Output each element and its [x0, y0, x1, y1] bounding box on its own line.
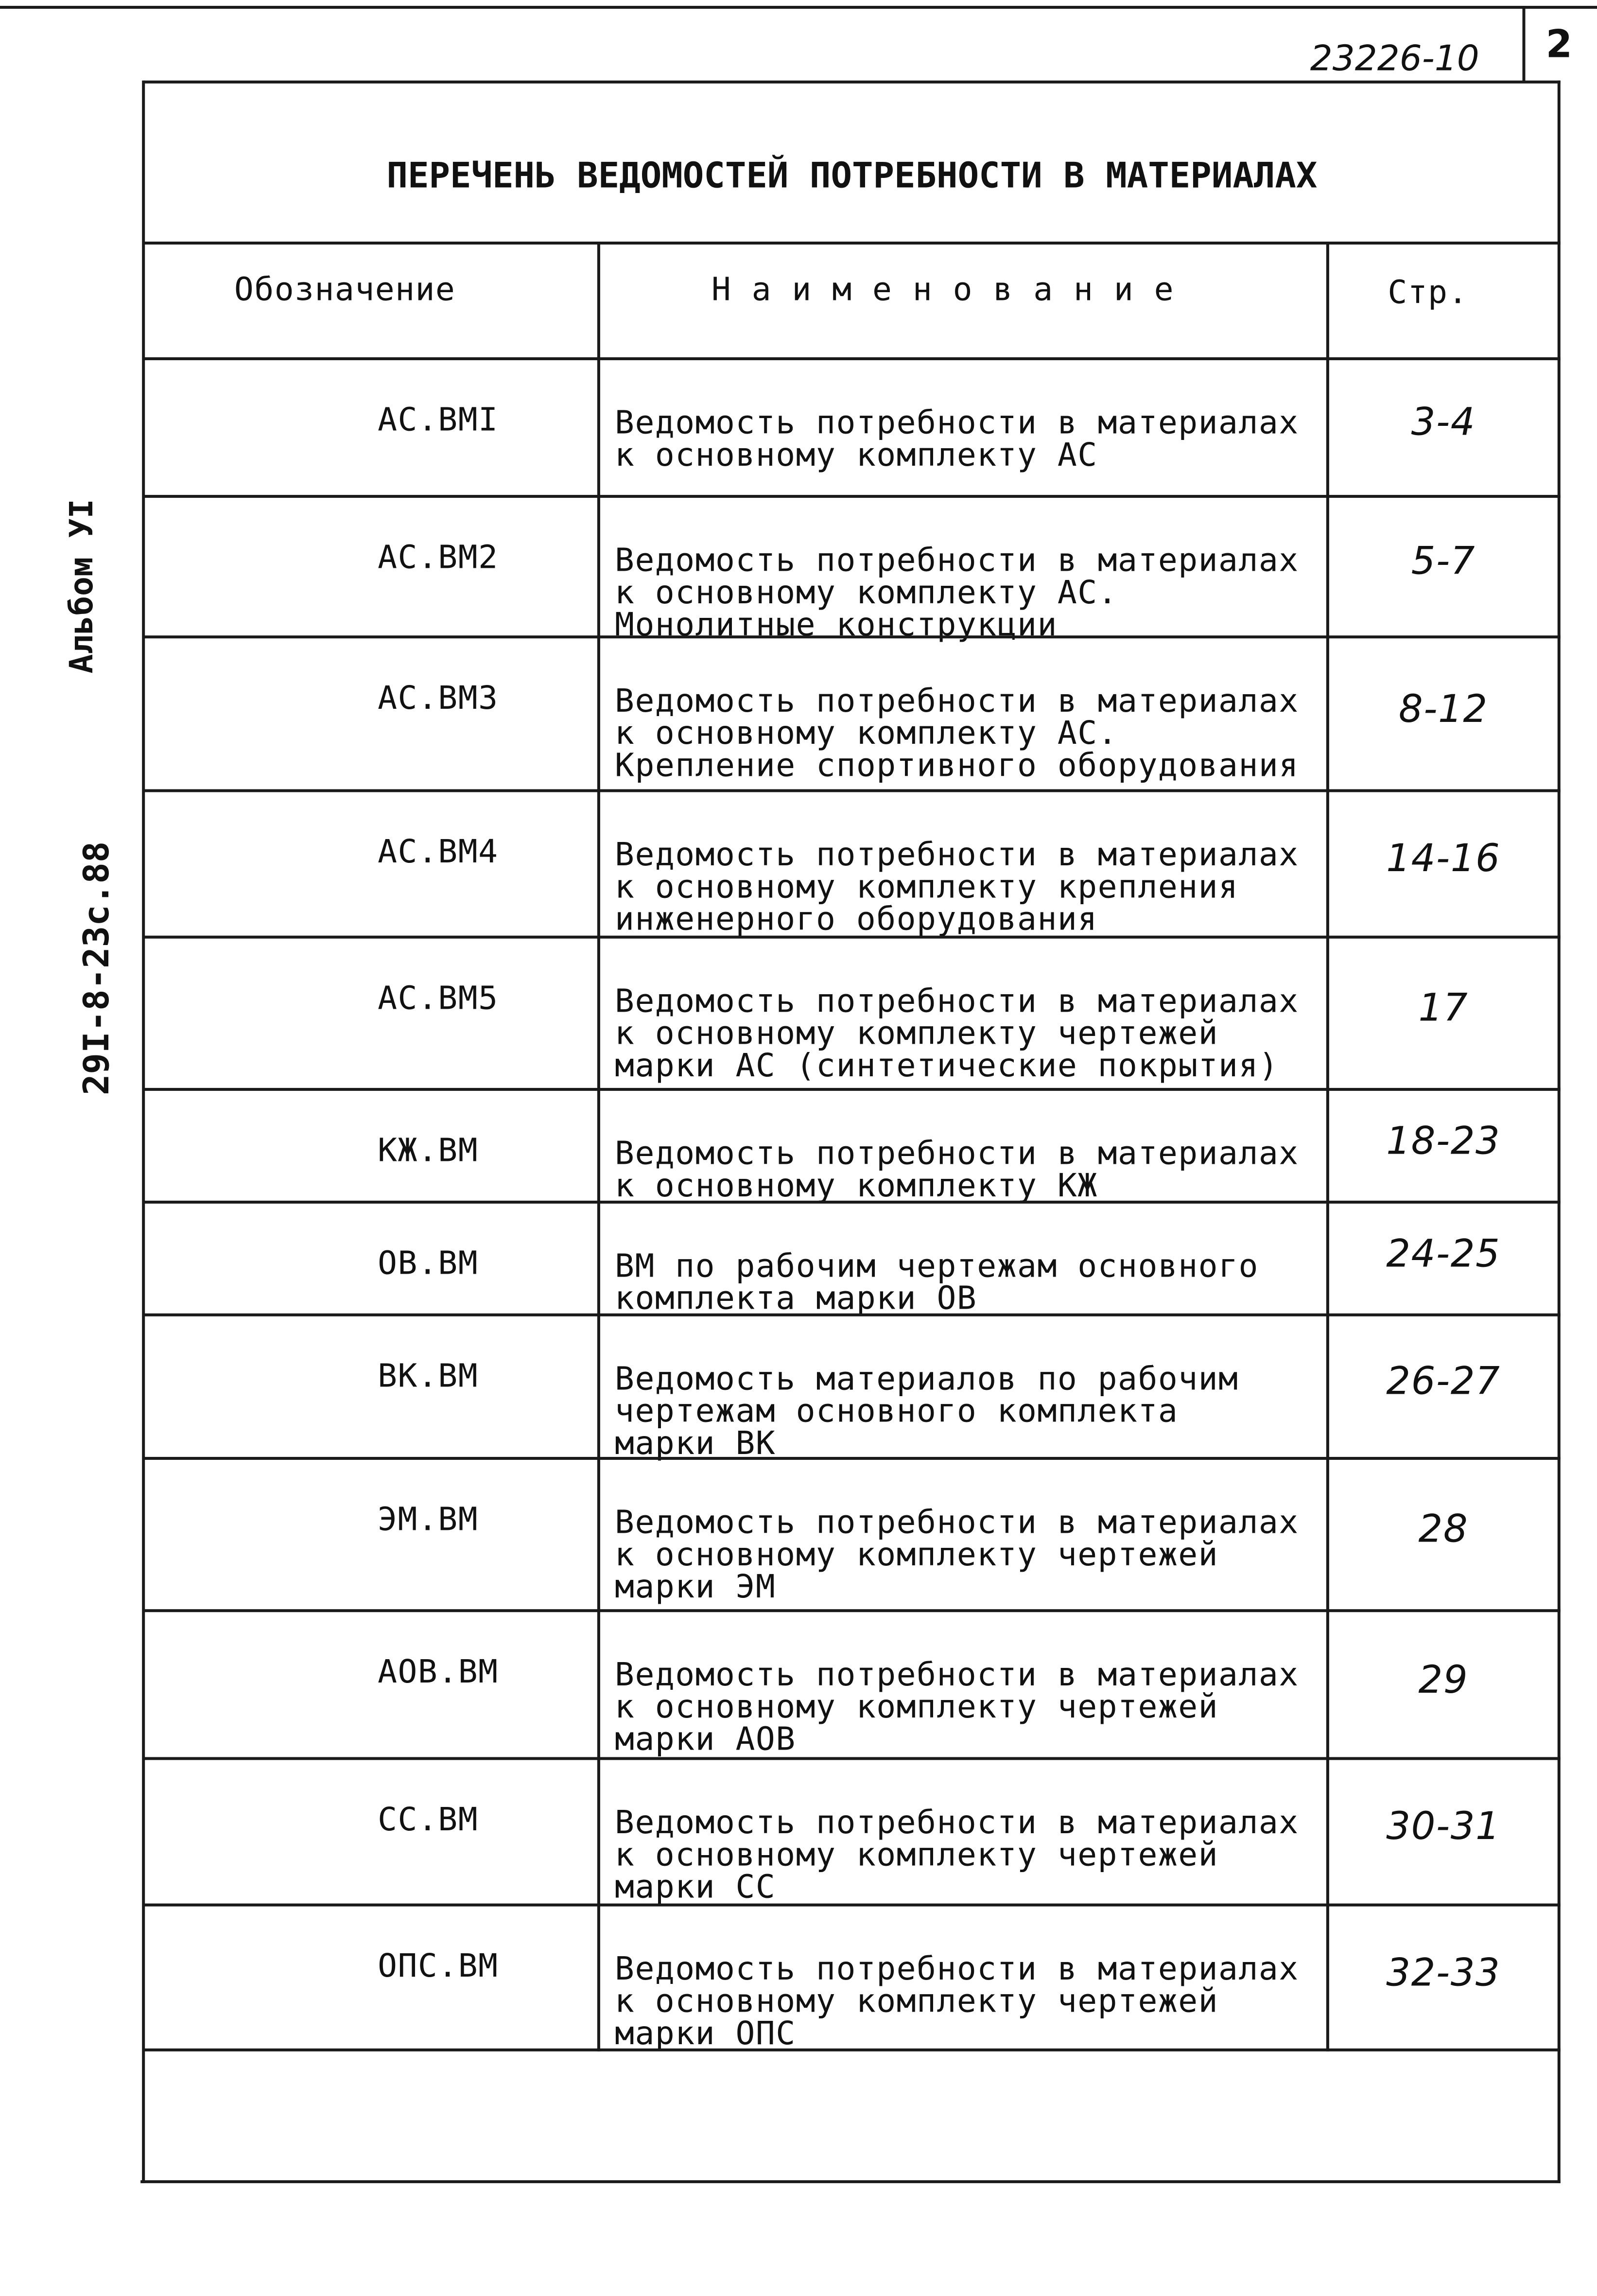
- stamp-divider: [1522, 6, 1526, 82]
- row-divider: [143, 1200, 1561, 1204]
- table-row: ОПС.ВМ Ведомость потребности в материалах…: [143, 1905, 1561, 2053]
- table-row: АС.ВМ3 Ведомость потребности в материалах…: [143, 637, 1561, 790]
- row-divider: [143, 935, 1561, 939]
- header-page: Стр.: [1388, 275, 1468, 312]
- row-name: Ведомость потребности в материалах к осн…: [615, 1951, 1299, 2053]
- header-designation: Обозначение: [234, 272, 456, 309]
- table-row: АС.ВМ2 Ведомость потребности в материалах…: [143, 496, 1561, 642]
- header-name: Н а и м е н о в а н и е: [711, 272, 1175, 309]
- page-title: ПЕРЕЧЕНЬ ВЕДОМОСТЕЙ ПОТРЕБНОСТИ В МАТЕРИ…: [386, 155, 1318, 196]
- row-designation: АС.ВМ5: [378, 981, 499, 1018]
- row-designation: АС.ВМ2: [378, 540, 499, 577]
- row-designation: ОПС.ВМ: [378, 1948, 499, 1986]
- table-row: АС.ВМI Ведомость потребности в материалах…: [143, 359, 1561, 496]
- row-page: 3-4: [1411, 401, 1476, 445]
- sheet-number: 2: [1545, 23, 1573, 68]
- row-name: ВМ по рабочим чертежам основного комплек…: [615, 1249, 1259, 1318]
- row-page: 29: [1418, 1658, 1469, 1702]
- row-designation: АОВ.ВМ: [378, 1654, 499, 1691]
- row-designation: АС.ВМI: [378, 403, 499, 439]
- row-page: 28: [1418, 1508, 1469, 1552]
- row-designation: СС.ВМ: [378, 1802, 479, 1840]
- row-page: 17: [1418, 987, 1469, 1031]
- table-row: ЭМ.ВМ Ведомость потребности в материалах …: [143, 1458, 1561, 1611]
- row-page: 8-12: [1398, 687, 1488, 732]
- table-row: СС.ВМ Ведомость потребности в материалах …: [143, 1758, 1561, 1905]
- row-divider: [143, 1903, 1561, 1907]
- row-name: Ведомость потребности в материалах к осн…: [615, 405, 1299, 474]
- table-row: АС.ВМ4 Ведомость потребности в материалах…: [143, 790, 1561, 937]
- row-designation: КЖ.ВМ: [378, 1133, 479, 1170]
- row-page: 32-33: [1386, 1951, 1501, 1995]
- row-name: Ведомость потребности в материалах к осн…: [615, 984, 1299, 1085]
- top-border: [0, 6, 1597, 9]
- row-divider: [143, 2048, 1561, 2051]
- row-divider: [143, 635, 1561, 639]
- row-name: Ведомость потребности в материалах к осн…: [615, 1805, 1299, 1907]
- table-row: ВК.ВМ Ведомость материалов по рабочим чер…: [143, 1315, 1561, 1463]
- row-divider: [143, 495, 1561, 498]
- row-designation: ЭМ.ВМ: [378, 1502, 479, 1539]
- row-designation: АС.ВМ3: [378, 681, 499, 718]
- row-name: Ведомость потребности в материалах к осн…: [615, 543, 1299, 645]
- row-page: 5-7: [1411, 540, 1476, 584]
- row-name: Ведомость потребности в материалах к осн…: [615, 1657, 1299, 1759]
- row-name: Ведомость потребности в материалах к осн…: [615, 837, 1299, 939]
- row-designation: АС.ВМ4: [378, 834, 499, 872]
- table-row: ОВ.ВМ ВМ по рабочим чертежам основного ко…: [143, 1202, 1561, 1318]
- row-name: Ведомость потребности в материалах к осн…: [615, 1505, 1299, 1607]
- document-number: 23226-10: [1310, 38, 1479, 79]
- document-code: 29I-8-23с.88: [76, 841, 117, 1095]
- row-divider: [143, 789, 1561, 792]
- row-divider: [143, 1456, 1561, 1460]
- row-page: 26-27: [1386, 1360, 1501, 1404]
- row-divider: [143, 1313, 1561, 1316]
- row-name: Ведомость материалов по рабочим чертежам…: [615, 1362, 1239, 1463]
- table-row: АОВ.ВМ Ведомость потребности в материалах…: [143, 1611, 1561, 1758]
- row-designation: ОВ.ВМ: [378, 1246, 479, 1283]
- row-divider: [143, 1609, 1561, 1612]
- album-label: Альбом УI: [64, 499, 101, 674]
- row-page: 14-16: [1386, 837, 1501, 882]
- row-name: Ведомость потребности в материалах к осн…: [615, 1136, 1299, 1205]
- row-designation: ВК.ВМ: [378, 1359, 479, 1396]
- row-name: Ведомость потребности в материалах к осн…: [615, 684, 1299, 785]
- row-page: 30-31: [1386, 1805, 1501, 1850]
- table-row: АС.ВМ5 Ведомость потребности в материалах…: [143, 937, 1561, 1089]
- row-page: 24-25: [1386, 1232, 1501, 1276]
- row-divider: [143, 1087, 1561, 1091]
- table-row: КЖ.ВМ Ведомость потребности в материалах …: [143, 1089, 1561, 1205]
- row-divider: [143, 1757, 1561, 1760]
- row-page: 18-23: [1386, 1119, 1501, 1164]
